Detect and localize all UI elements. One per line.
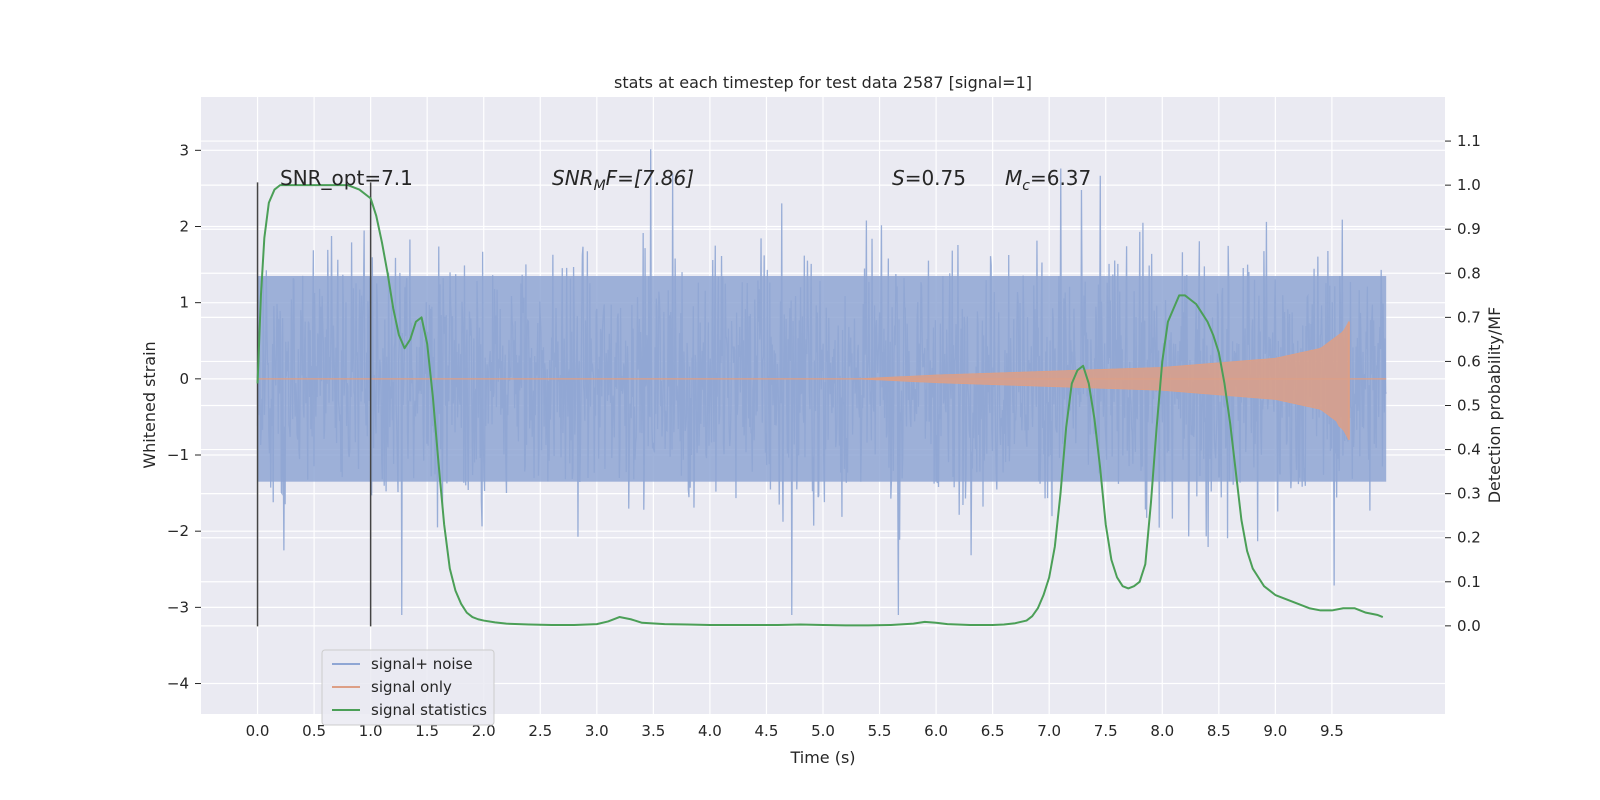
y2-tick-label: 1.0 [1457,176,1481,194]
y2-tick-label: 0.8 [1457,264,1481,282]
y-tick-label: 1 [179,294,189,312]
y2-tick-label: 0.5 [1457,397,1481,415]
annotation-mc: Mc=6.37 [1005,166,1091,194]
x-tick-label: 0.5 [302,722,326,740]
y2-tick-label: 0.7 [1457,308,1481,326]
y-tick-label: −2 [167,522,189,540]
chart-title: stats at each timestep for test data 258… [614,73,1032,92]
x-tick-label: 3.0 [585,722,609,740]
x-tick-label: 8.0 [1150,722,1174,740]
x-axis-label: Time (s) [789,748,855,767]
annotation-snr-mf: SNRMF=[7.86] [552,166,694,194]
x-tick-label: 9.5 [1320,722,1344,740]
y2-tick-label: 0.1 [1457,573,1481,591]
y2-axis-ticks: 1.1 1.0 0.9 0.8 0.7 0.6 0.5 0.4 0.3 0.2 0.1 0.0 [1445,132,1481,635]
y2-tick-label: 1.1 [1457,132,1481,150]
x-tick-label: 1.5 [415,722,439,740]
x-tick-label: 5.5 [868,722,892,740]
x-tick-label: 6.0 [924,722,948,740]
x-tick-label: 6.5 [981,722,1005,740]
y2-tick-label: 0.0 [1457,617,1481,635]
series-signal-only [257,320,1387,441]
y2-tick-label: 0.6 [1457,352,1481,370]
x-tick-label: 1.0 [359,722,383,740]
x-tick-label: 3.5 [641,722,665,740]
x-tick-label: 7.5 [1094,722,1118,740]
y2-tick-label: 0.2 [1457,529,1481,547]
x-tick-label: 0.0 [246,722,270,740]
x-tick-label: 9.0 [1263,722,1287,740]
y-tick-label: 0 [179,370,189,388]
x-tick-label: 5.0 [811,722,835,740]
y2-axis-label: Detection probability/MF [1485,307,1504,504]
x-axis-ticks: 0.0 0.5 1.0 1.5 2.0 2.5 3.0 3.5 4.0 4.5 5.0 5.5 6.0 6… [246,722,1344,740]
y-tick-label: −1 [167,446,189,464]
annotation-s: S=0.75 [892,166,966,190]
x-tick-label: 7.0 [1037,722,1061,740]
y2-tick-label: 0.4 [1457,441,1481,459]
legend-label-signal-only: signal only [371,678,452,696]
series-signal-statistics [256,184,1384,627]
legend: signal+ noise signal only signal statist… [321,649,495,726]
y-axis-label: Whitened strain [140,341,159,468]
x-tick-label: 4.0 [698,722,722,740]
y-tick-label: −3 [167,598,189,616]
annotation-snr-opt: SNR_opt=7.1 [280,166,413,190]
y-tick-label: 2 [179,217,189,235]
x-tick-label: 2.5 [528,722,552,740]
y2-tick-label: 0.9 [1457,220,1481,238]
legend-box [321,649,495,726]
x-tick-label: 4.5 [755,722,779,740]
y-tick-label: −4 [167,675,189,693]
legend-label-signal-statistics: signal statistics [371,701,487,719]
x-tick-label: 2.0 [472,722,496,740]
statistics-line [256,184,1384,627]
y-tick-label: 3 [179,141,189,159]
x-tick-label: 8.5 [1207,722,1231,740]
y-axis-ticks: 3 2 1 0 −1 −2 −3 −4 [167,141,201,693]
legend-label-signal-noise: signal+ noise [371,655,473,673]
y2-tick-label: 0.3 [1457,485,1481,503]
vertical-markers [256,182,372,627]
